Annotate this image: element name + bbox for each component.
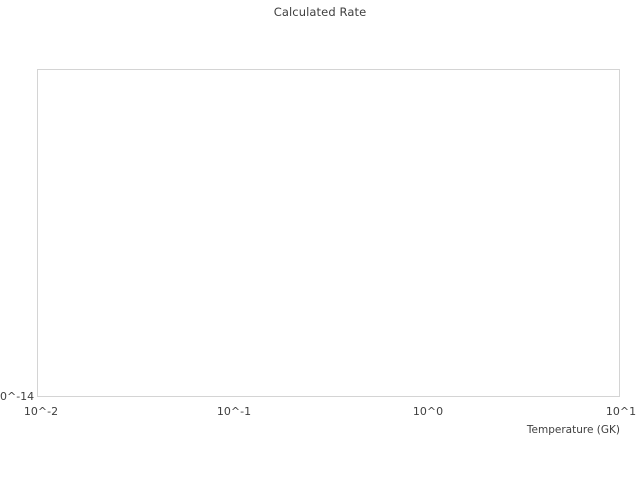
chart-title: Calculated Rate (273, 5, 367, 19)
ytick-label-0: 10^-14 (0, 390, 35, 403)
xtick-label-2: 10^0 (412, 405, 444, 418)
xtick-label-0: 10^-2 (23, 405, 59, 418)
plot-frame (37, 69, 620, 397)
xtick-label-1: 10^-1 (216, 405, 252, 418)
xtick-label-3: 10^1 (605, 405, 637, 418)
xaxis-title: Temperature (GK) (526, 424, 620, 436)
plot-area (38, 70, 619, 396)
